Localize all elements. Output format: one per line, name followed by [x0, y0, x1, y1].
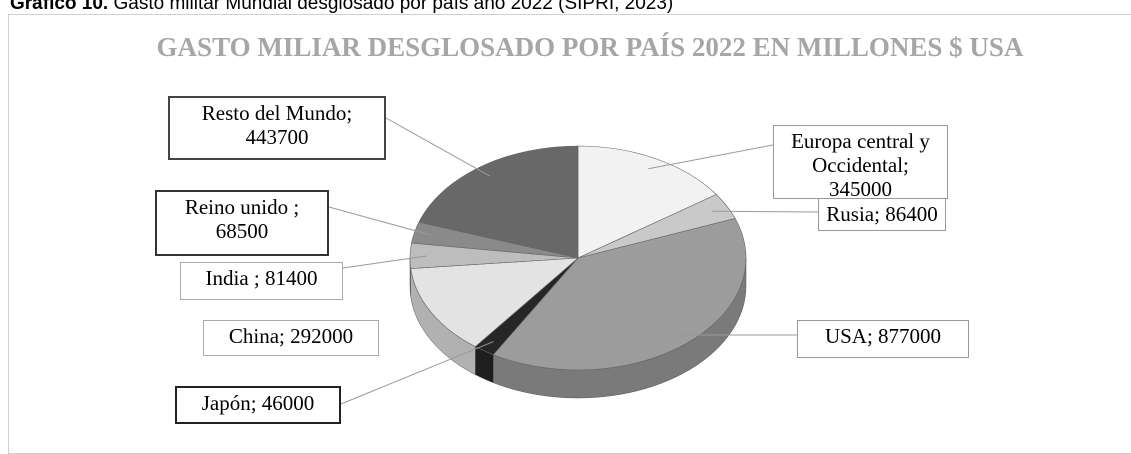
- label-category: USA;: [825, 324, 873, 348]
- leader-line: [329, 207, 431, 235]
- data-label: China; 292000: [203, 320, 379, 356]
- label-category: India ;: [206, 266, 260, 290]
- label-category: Reino unido ;: [185, 195, 299, 219]
- label-value: 81400: [265, 266, 318, 290]
- label-value: 46000: [262, 391, 315, 415]
- label-value: 877000: [878, 324, 941, 348]
- label-value: 86400: [885, 202, 938, 226]
- page: Gráfico 10. Gasto militar Mundial desglo…: [0, 0, 1131, 443]
- data-label: USA; 877000: [797, 320, 969, 358]
- label-category: Rusia;: [826, 202, 880, 226]
- label-value: 68500: [216, 219, 269, 243]
- data-label: Rusia; 86400: [818, 198, 946, 231]
- label-category: Europa central y Occidental;: [791, 129, 930, 177]
- data-label: Europa central y Occidental; 345000: [773, 125, 948, 199]
- label-value: 292000: [290, 324, 353, 348]
- leader-line: [648, 145, 773, 169]
- data-label: Japón; 46000: [175, 386, 341, 424]
- data-label: India ; 81400: [180, 262, 343, 300]
- data-label: Reino unido ; 68500: [155, 190, 329, 256]
- label-category: Resto del Mundo;: [202, 101, 353, 125]
- label-value: 443700: [246, 125, 309, 149]
- label-category: Japón;: [202, 391, 257, 415]
- leader-line: [386, 118, 490, 176]
- data-label: Resto del Mundo; 443700: [168, 96, 386, 160]
- label-category: China;: [229, 324, 285, 348]
